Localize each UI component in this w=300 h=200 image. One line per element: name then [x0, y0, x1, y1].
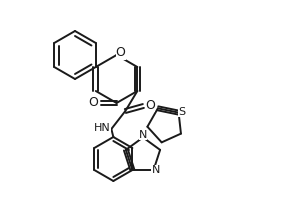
Text: HN: HN — [94, 123, 111, 133]
Text: O: O — [116, 46, 125, 60]
Text: O: O — [146, 99, 155, 112]
Text: O: O — [88, 97, 98, 110]
Text: S: S — [178, 107, 185, 117]
Text: N: N — [152, 165, 160, 175]
Text: N: N — [139, 130, 147, 140]
